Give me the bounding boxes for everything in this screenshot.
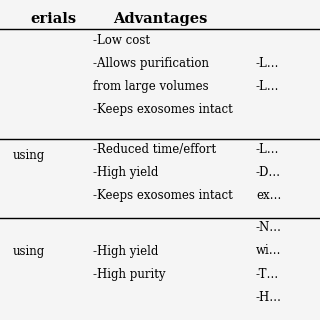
Text: -High yield: -High yield — [93, 166, 158, 180]
Text: wi…: wi… — [256, 244, 282, 258]
Text: -Keeps exosomes intact: -Keeps exosomes intact — [93, 189, 233, 203]
Text: -L…: -L… — [256, 80, 279, 93]
Text: using: using — [13, 149, 45, 162]
Text: -T…: -T… — [256, 268, 279, 281]
Text: -Keeps exosomes intact: -Keeps exosomes intact — [93, 103, 233, 116]
Text: -N…: -N… — [256, 221, 282, 235]
Text: -H…: -H… — [256, 291, 282, 304]
Text: -High purity: -High purity — [93, 268, 165, 281]
Text: ex…: ex… — [256, 189, 281, 203]
Text: -High yield: -High yield — [93, 245, 158, 258]
Text: using: using — [13, 245, 45, 258]
Text: -D…: -D… — [256, 166, 281, 180]
Text: -L…: -L… — [256, 143, 279, 156]
Text: -L…: -L… — [256, 57, 279, 70]
Text: Advantages: Advantages — [113, 12, 207, 26]
Text: from large volumes: from large volumes — [93, 80, 208, 93]
Text: erials: erials — [30, 12, 76, 26]
Text: -Low cost: -Low cost — [93, 34, 150, 47]
Text: -Reduced time/effort: -Reduced time/effort — [93, 143, 216, 156]
Text: -Allows purification: -Allows purification — [93, 57, 209, 70]
